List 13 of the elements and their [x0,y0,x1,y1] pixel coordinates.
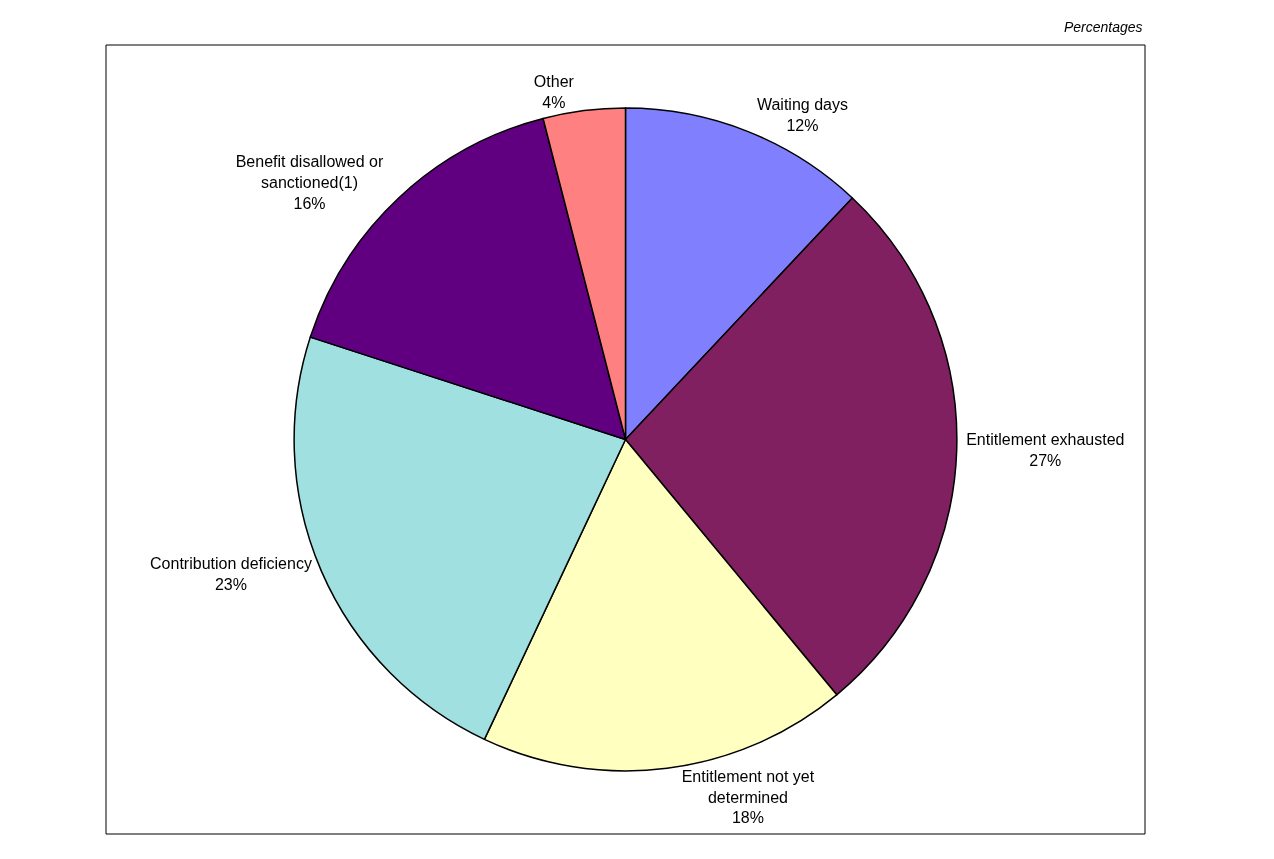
data-label: 12% [786,116,819,134]
slice-label: Entitlement exhausted [966,431,1125,449]
slice-label: Contribution deficiency [150,555,312,573]
data-label: 27% [1029,451,1062,469]
text: Percentages [1064,19,1143,35]
data-label: 18% [731,809,764,827]
slice-label: Entitlement not yet determined [681,767,815,806]
slice-label: Benefit disallowed or sanctioned(1) [235,153,384,191]
data-label: 16% [293,194,326,212]
data-label: 23% [214,575,247,593]
slice-label: Other [533,73,575,91]
slice-label: Waiting days [756,96,848,114]
data-label: 4% [542,94,566,112]
